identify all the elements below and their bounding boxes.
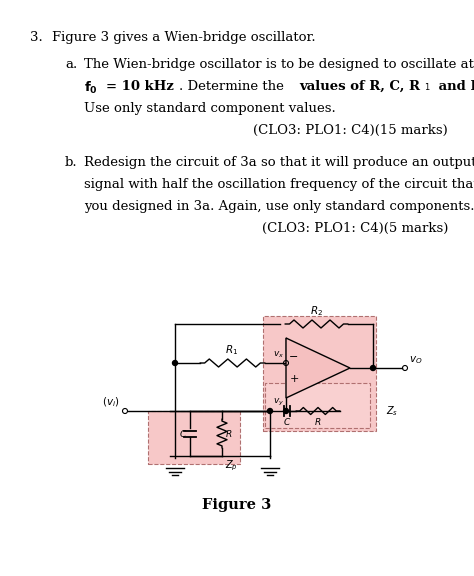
Text: signal with half the oscillation frequency of the circuit that: signal with half the oscillation frequen… [84,178,474,191]
Circle shape [283,408,289,414]
Circle shape [173,361,177,366]
Text: $C$: $C$ [179,428,187,439]
Text: . Determine the: . Determine the [179,80,284,93]
Text: b.: b. [65,156,78,169]
Text: a.: a. [65,58,77,71]
Bar [263,316,376,431]
Text: Figure 3: Figure 3 [202,498,272,512]
Text: $R$: $R$ [314,416,322,427]
Text: $Z_p$: $Z_p$ [225,459,238,473]
Text: $_1$: $_1$ [424,80,430,93]
Text: $R_1$: $R_1$ [226,343,238,357]
Text: Use only standard component values.: Use only standard component values. [84,102,336,115]
Text: and R: and R [434,80,474,93]
Text: $v_O$: $v_O$ [409,354,422,366]
Text: Redesign the circuit of 3a so that it will produce an output: Redesign the circuit of 3a so that it wi… [84,156,474,169]
Text: $R$: $R$ [225,428,232,439]
Bar [265,383,370,428]
Text: $(v_i)$: $(v_i)$ [102,395,120,409]
Text: you designed in 3a. Again, use only standard components.: you designed in 3a. Again, use only stan… [84,200,474,213]
Circle shape [267,408,273,414]
Text: = 10 kHz: = 10 kHz [106,80,174,93]
Text: $C$: $C$ [283,416,291,427]
Text: $Z_s$: $Z_s$ [386,404,398,418]
Text: 3.: 3. [30,31,43,44]
Text: values of R, C, R: values of R, C, R [299,80,420,93]
Polygon shape [286,338,350,398]
Text: $\mathbf{f_0}$: $\mathbf{f_0}$ [84,80,98,96]
Text: +: + [289,374,299,384]
Text: The Wien-bridge oscillator is to be designed to oscillate at: The Wien-bridge oscillator is to be desi… [84,58,474,71]
Text: $R_2$: $R_2$ [310,304,323,318]
Bar [148,411,240,464]
Text: −: − [289,352,299,362]
Text: $v_y$: $v_y$ [273,397,284,408]
Text: $v_x$: $v_x$ [273,350,284,360]
Text: (CLO3: PLO1: C4)(5 marks): (CLO3: PLO1: C4)(5 marks) [262,222,448,235]
Text: (CLO3: PLO1: C4)(15 marks): (CLO3: PLO1: C4)(15 marks) [253,124,448,137]
Text: Figure 3 gives a Wien-bridge oscillator.: Figure 3 gives a Wien-bridge oscillator. [52,31,316,44]
Circle shape [371,366,375,370]
